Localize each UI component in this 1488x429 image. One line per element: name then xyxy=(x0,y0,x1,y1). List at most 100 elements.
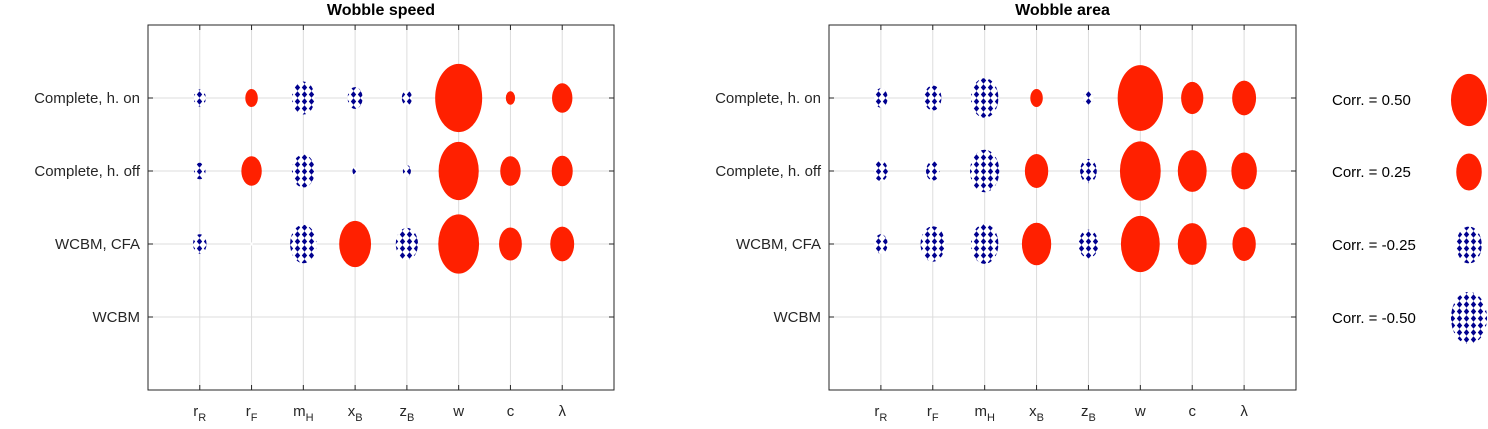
x-tick-subscript: F xyxy=(932,412,939,424)
correlation-bubble xyxy=(1177,150,1207,192)
correlation-bubble xyxy=(924,85,942,111)
x-tick-label: xB xyxy=(1029,403,1044,424)
x-tick-main: x xyxy=(348,403,356,420)
correlation-bubble xyxy=(193,89,206,107)
legend-label: Corr. = -0.50 xyxy=(1332,310,1416,327)
correlation-bubble xyxy=(550,226,575,262)
correlation-bubble xyxy=(874,234,888,254)
legend-bubble xyxy=(1450,291,1488,345)
legend: Corr. = 0.50 Corr. = 0.25 Corr. = -0.25 Cor… xyxy=(1332,73,1488,345)
correlation-bubble xyxy=(499,227,522,261)
correlation-bubble xyxy=(1021,222,1052,266)
x-tick-label: mH xyxy=(974,403,995,424)
correlation-bubble xyxy=(1024,154,1049,188)
correlation-bubble xyxy=(970,224,999,264)
x-tick-label: zB xyxy=(399,403,414,424)
correlation-bubble xyxy=(1117,65,1163,131)
correlation-bubble xyxy=(438,141,479,201)
x-tick-subscript: B xyxy=(1089,412,1096,424)
x-tick-label: λ xyxy=(558,403,566,420)
correlation-bubble xyxy=(1181,81,1204,115)
legend-bubble xyxy=(1456,226,1482,264)
correlation-bubble xyxy=(401,90,412,106)
correlation-bubble xyxy=(352,167,358,175)
x-tick-label: w xyxy=(452,403,464,420)
correlation-bubble xyxy=(291,81,315,115)
correlation-bubble xyxy=(402,165,411,177)
legend-label: Corr. = -0.25 xyxy=(1332,237,1416,254)
correlation-bubble xyxy=(1119,141,1161,201)
correlation-bubble xyxy=(193,234,207,254)
axes-box xyxy=(828,24,1297,391)
correlation-bubble xyxy=(241,156,262,186)
x-tick-main: λ xyxy=(558,403,566,420)
y-tick-label: Complete, h. off xyxy=(715,163,821,180)
x-tick-label: rR xyxy=(193,403,206,424)
y-tick-label: Complete, h. off xyxy=(34,163,140,180)
correlation-bubble xyxy=(1083,90,1094,106)
y-tick-label: WCBM xyxy=(774,309,822,326)
x-tick-main: z xyxy=(399,403,407,420)
correlation-bubble xyxy=(551,155,573,187)
x-tick-main: r xyxy=(246,403,251,420)
x-tick-main: z xyxy=(1081,403,1089,420)
y-tick-label: Complete, h. on xyxy=(715,90,821,107)
correlation-bubble xyxy=(970,149,1000,193)
correlation-bubble xyxy=(1078,229,1099,259)
x-tick-label: xB xyxy=(348,403,363,424)
correlation-bubble xyxy=(290,224,317,264)
correlation-bubble xyxy=(1232,80,1257,116)
correlation-bubble xyxy=(970,78,999,118)
x-tick-subscript: B xyxy=(407,412,414,424)
correlation-bubble xyxy=(874,88,888,108)
correlation-bubble xyxy=(194,162,206,180)
correlation-bubble xyxy=(347,87,363,109)
correlation-bubble xyxy=(1030,88,1043,108)
x-tick-subscript: R xyxy=(198,412,206,424)
x-tick-label: rF xyxy=(246,403,258,424)
x-tick-main: w xyxy=(452,403,464,420)
x-tick-main: c xyxy=(1188,403,1196,420)
correlation-bubble xyxy=(505,91,516,105)
correlation-bubble xyxy=(339,220,372,268)
x-tick-label: rF xyxy=(927,403,939,424)
correlation-bubble xyxy=(1080,158,1097,184)
y-tick-label: WCBM, CFA xyxy=(736,236,821,253)
correlation-bubble xyxy=(250,242,253,246)
correlation-bubble xyxy=(926,161,940,181)
chart-title: Wobble area xyxy=(1015,2,1110,19)
correlation-bubble xyxy=(1232,227,1256,261)
correlation-bubble xyxy=(438,214,480,274)
x-tick-main: m xyxy=(974,403,987,420)
y-tick-label: WCBM xyxy=(93,309,141,326)
x-tick-label: c xyxy=(507,403,515,420)
x-tick-label: c xyxy=(1188,403,1196,420)
correlation-bubble xyxy=(552,83,573,113)
axes-box xyxy=(147,24,615,391)
x-tick-main: λ xyxy=(1240,403,1248,420)
x-tick-main: r xyxy=(193,403,198,420)
x-tick-main: r xyxy=(927,403,932,420)
y-tick-label: WCBM, CFA xyxy=(55,236,140,253)
legend-bubble xyxy=(1456,153,1482,191)
x-tick-label: λ xyxy=(1240,403,1248,420)
panel-1: Complete, h. on Complete, h. off WCBM, CFA… xyxy=(34,2,615,424)
correlation-bubble xyxy=(920,226,946,262)
x-tick-subscript: B xyxy=(1037,412,1044,424)
correlation-bubble xyxy=(1177,223,1207,265)
x-tick-subscript: B xyxy=(355,412,362,424)
correlation-bubble xyxy=(1120,215,1160,273)
correlation-bubble xyxy=(1231,152,1257,190)
correlation-bubble xyxy=(435,63,483,133)
chart-title: Wobble speed xyxy=(327,2,435,19)
panel-2: Complete, h. on Complete, h. off WCBM, CFA… xyxy=(715,2,1297,424)
x-tick-main: r xyxy=(874,403,879,420)
correlation-bubble xyxy=(395,227,419,261)
x-tick-label: w xyxy=(1134,403,1146,420)
legend-label: Corr. = 0.25 xyxy=(1332,164,1411,181)
x-tick-main: w xyxy=(1134,403,1146,420)
legend-label: Corr. = 0.50 xyxy=(1332,92,1411,109)
correlation-bubble xyxy=(500,156,521,186)
x-tick-subscript: F xyxy=(251,412,258,424)
